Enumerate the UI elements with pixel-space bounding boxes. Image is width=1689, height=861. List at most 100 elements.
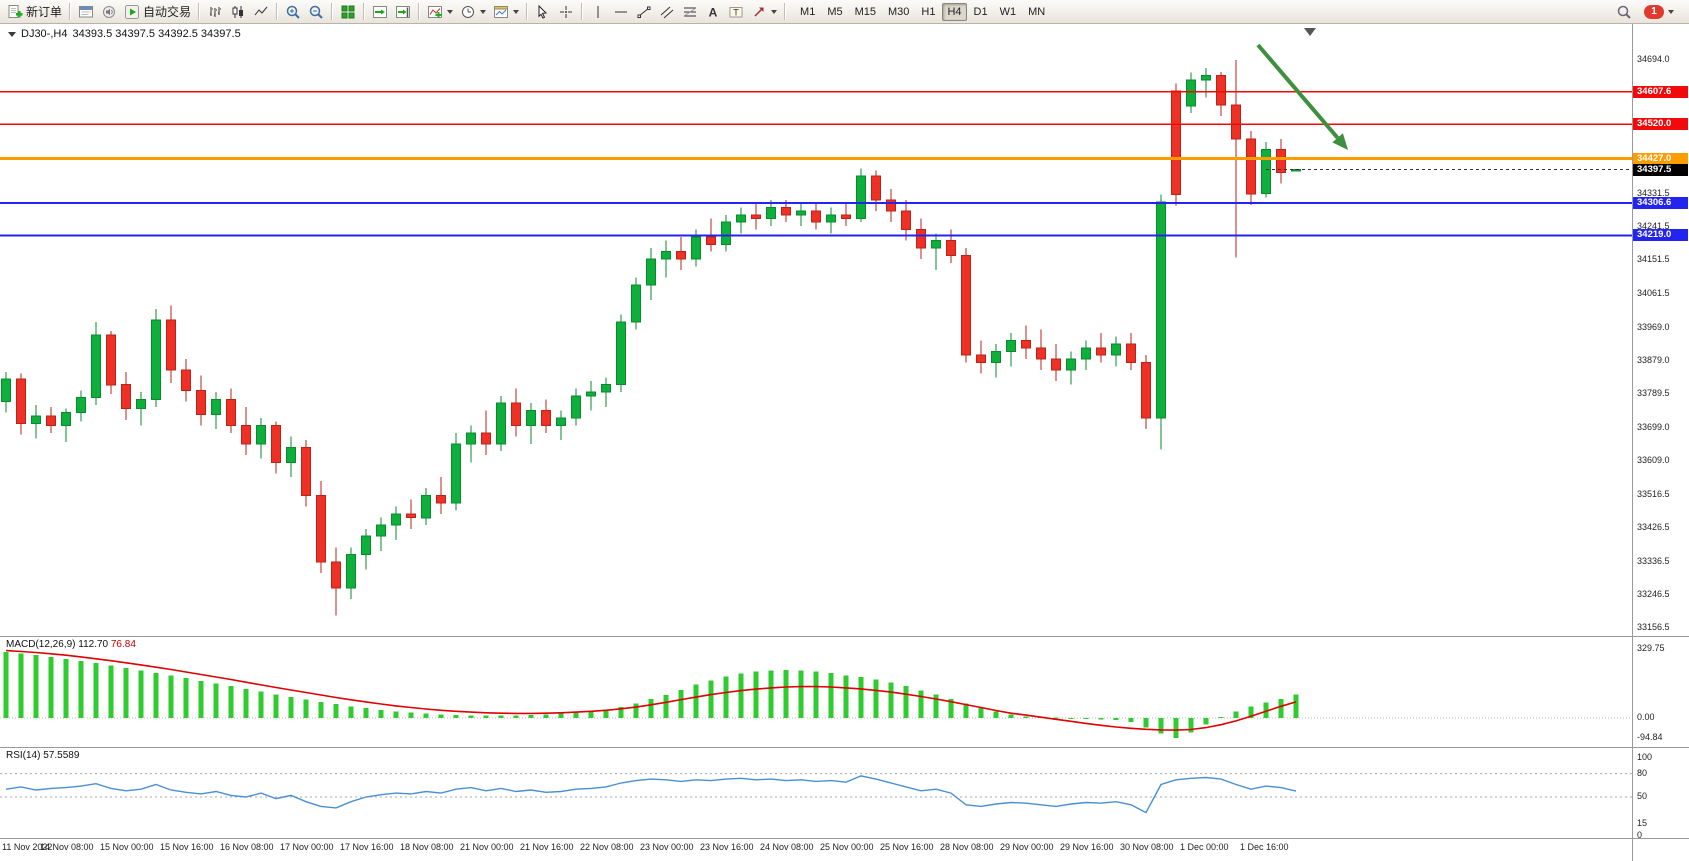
macd-bar bbox=[1098, 718, 1104, 720]
time-tick: 23 Nov 00:00 bbox=[640, 842, 694, 852]
text-button[interactable]: A bbox=[702, 3, 724, 21]
time-tick: 29 Nov 00:00 bbox=[1000, 842, 1054, 852]
candle bbox=[1276, 139, 1286, 184]
autotrade-button[interactable]: 自动交易 bbox=[121, 2, 194, 21]
macd-indicator-label: MACD(12,26,9) 112.70 76.84 bbox=[6, 639, 136, 650]
audio-button[interactable] bbox=[98, 3, 120, 21]
templates-button[interactable] bbox=[490, 3, 522, 21]
candle bbox=[406, 499, 416, 529]
macd-bar bbox=[1263, 702, 1269, 718]
timeframe-m15[interactable]: M15 bbox=[854, 5, 876, 18]
macd-bar bbox=[843, 675, 849, 718]
candle bbox=[526, 403, 536, 444]
arrows-button[interactable] bbox=[748, 3, 780, 21]
candle bbox=[106, 331, 116, 394]
macd-bar bbox=[753, 671, 759, 718]
macd-bar bbox=[888, 682, 894, 718]
rsi-tick: 0 bbox=[1637, 830, 1643, 840]
macd-bar bbox=[978, 707, 984, 718]
cursor-icon bbox=[538, 4, 548, 19]
chart-canvas[interactable] bbox=[0, 24, 1689, 861]
timeframe-m30[interactable]: M30 bbox=[888, 5, 910, 18]
time-tick: 25 Nov 00:00 bbox=[820, 842, 874, 852]
candle bbox=[601, 377, 611, 407]
time-tick: 30 Nov 08:00 bbox=[1120, 842, 1174, 852]
macd-bar bbox=[1173, 718, 1179, 738]
bar-chart-button[interactable] bbox=[204, 3, 226, 21]
line-chart-button[interactable] bbox=[250, 3, 272, 21]
candlestick-chart-icon bbox=[232, 5, 244, 18]
notifications-button[interactable]: 1 bbox=[1641, 4, 1677, 20]
candle bbox=[931, 233, 941, 271]
candle bbox=[466, 425, 476, 463]
chart-header: DJ30-,H4 34393.5 34397.5 34392.5 34397.5 bbox=[8, 28, 241, 40]
time-tick: 14 Nov 08:00 bbox=[40, 842, 94, 852]
indicators-button[interactable] bbox=[424, 3, 456, 21]
auto-scroll-button[interactable] bbox=[369, 3, 391, 21]
candle bbox=[571, 388, 581, 426]
macd-bar bbox=[1278, 698, 1284, 718]
one-click-trading-toggle[interactable] bbox=[8, 31, 16, 37]
candle bbox=[121, 371, 131, 420]
chart-shift-marker[interactable] bbox=[1304, 28, 1316, 36]
candle bbox=[166, 305, 176, 383]
zoom-out-button[interactable] bbox=[305, 3, 327, 21]
cursor-button[interactable] bbox=[532, 3, 554, 21]
candle bbox=[766, 200, 776, 226]
macd-bar bbox=[1248, 706, 1254, 718]
candle bbox=[736, 207, 746, 234]
time-axis[interactable]: 11 Nov 2022 14 Nov 08:00 15 Nov 00:00 15 No… bbox=[0, 838, 1632, 861]
horizontal-line-button[interactable] bbox=[610, 3, 632, 21]
macd-bar bbox=[483, 715, 489, 718]
price-tick: 34331.5 bbox=[1637, 187, 1670, 198]
macd-bar bbox=[423, 713, 429, 718]
chart-shift-button[interactable] bbox=[392, 3, 414, 21]
timeframe-m1[interactable]: M1 bbox=[800, 5, 816, 18]
macd-bar bbox=[408, 712, 414, 718]
macd-bar bbox=[993, 711, 999, 718]
candle bbox=[661, 240, 671, 278]
macd-bar bbox=[183, 678, 189, 718]
annotation-arrow-head[interactable] bbox=[1332, 133, 1348, 150]
macd-name: MACD(12,26,9) bbox=[6, 639, 76, 650]
toolbar-right-group: 1 bbox=[1613, 3, 1685, 21]
fibonacci-button[interactable] bbox=[679, 3, 701, 21]
zoom-out-icon bbox=[309, 5, 323, 19]
annotation-arrow-line[interactable] bbox=[1256, 43, 1340, 140]
channel-button[interactable] bbox=[656, 3, 678, 21]
time-tick: 1 Dec 16:00 bbox=[1240, 842, 1289, 852]
price-axis[interactable]: 34607.6 34520.0 34427.0 34306.6 34219.0 34397… bbox=[1633, 24, 1689, 861]
periods-button[interactable] bbox=[457, 3, 489, 21]
timeframe-w1[interactable]: W1 bbox=[999, 5, 1017, 18]
new-order-button[interactable]: 新订单 bbox=[4, 2, 65, 21]
crosshair-icon bbox=[560, 5, 573, 18]
macd-bar bbox=[303, 699, 309, 718]
candle bbox=[1096, 333, 1106, 363]
toolbar-separator bbox=[784, 3, 787, 20]
price-tick: 33336.5 bbox=[1637, 555, 1670, 566]
zoom-in-button[interactable] bbox=[282, 3, 304, 21]
auto-scroll-icon bbox=[373, 5, 388, 18]
text-label-button[interactable]: T bbox=[725, 3, 747, 21]
timeframe-m5[interactable]: M5 bbox=[827, 5, 843, 18]
search-button[interactable] bbox=[1613, 3, 1635, 21]
crosshair-button[interactable] bbox=[555, 3, 577, 21]
trendline-button[interactable] bbox=[633, 3, 655, 21]
editor-button[interactable] bbox=[75, 3, 97, 21]
timeframe-mn[interactable]: MN bbox=[1028, 5, 1046, 18]
arrows-icon bbox=[754, 7, 764, 17]
time-tick: 16 Nov 08:00 bbox=[220, 842, 274, 852]
current-price-tag: 34397.5 bbox=[1633, 163, 1688, 176]
timeframe-d1[interactable]: D1 bbox=[973, 5, 988, 18]
periods-icon bbox=[462, 5, 475, 18]
candle bbox=[916, 218, 926, 260]
timeframe-h1[interactable]: H1 bbox=[921, 5, 936, 18]
candlestick-chart-button[interactable] bbox=[227, 3, 249, 21]
time-tick: 15 Nov 16:00 bbox=[160, 842, 214, 852]
timeframe-h4[interactable]: H4 bbox=[942, 2, 967, 21]
time-tick: 21 Nov 16:00 bbox=[520, 842, 574, 852]
tile-windows-button[interactable] bbox=[337, 3, 359, 21]
macd-bar bbox=[678, 689, 684, 718]
macd-main-value: 112.70 bbox=[78, 639, 109, 650]
vertical-line-button[interactable] bbox=[587, 3, 609, 21]
